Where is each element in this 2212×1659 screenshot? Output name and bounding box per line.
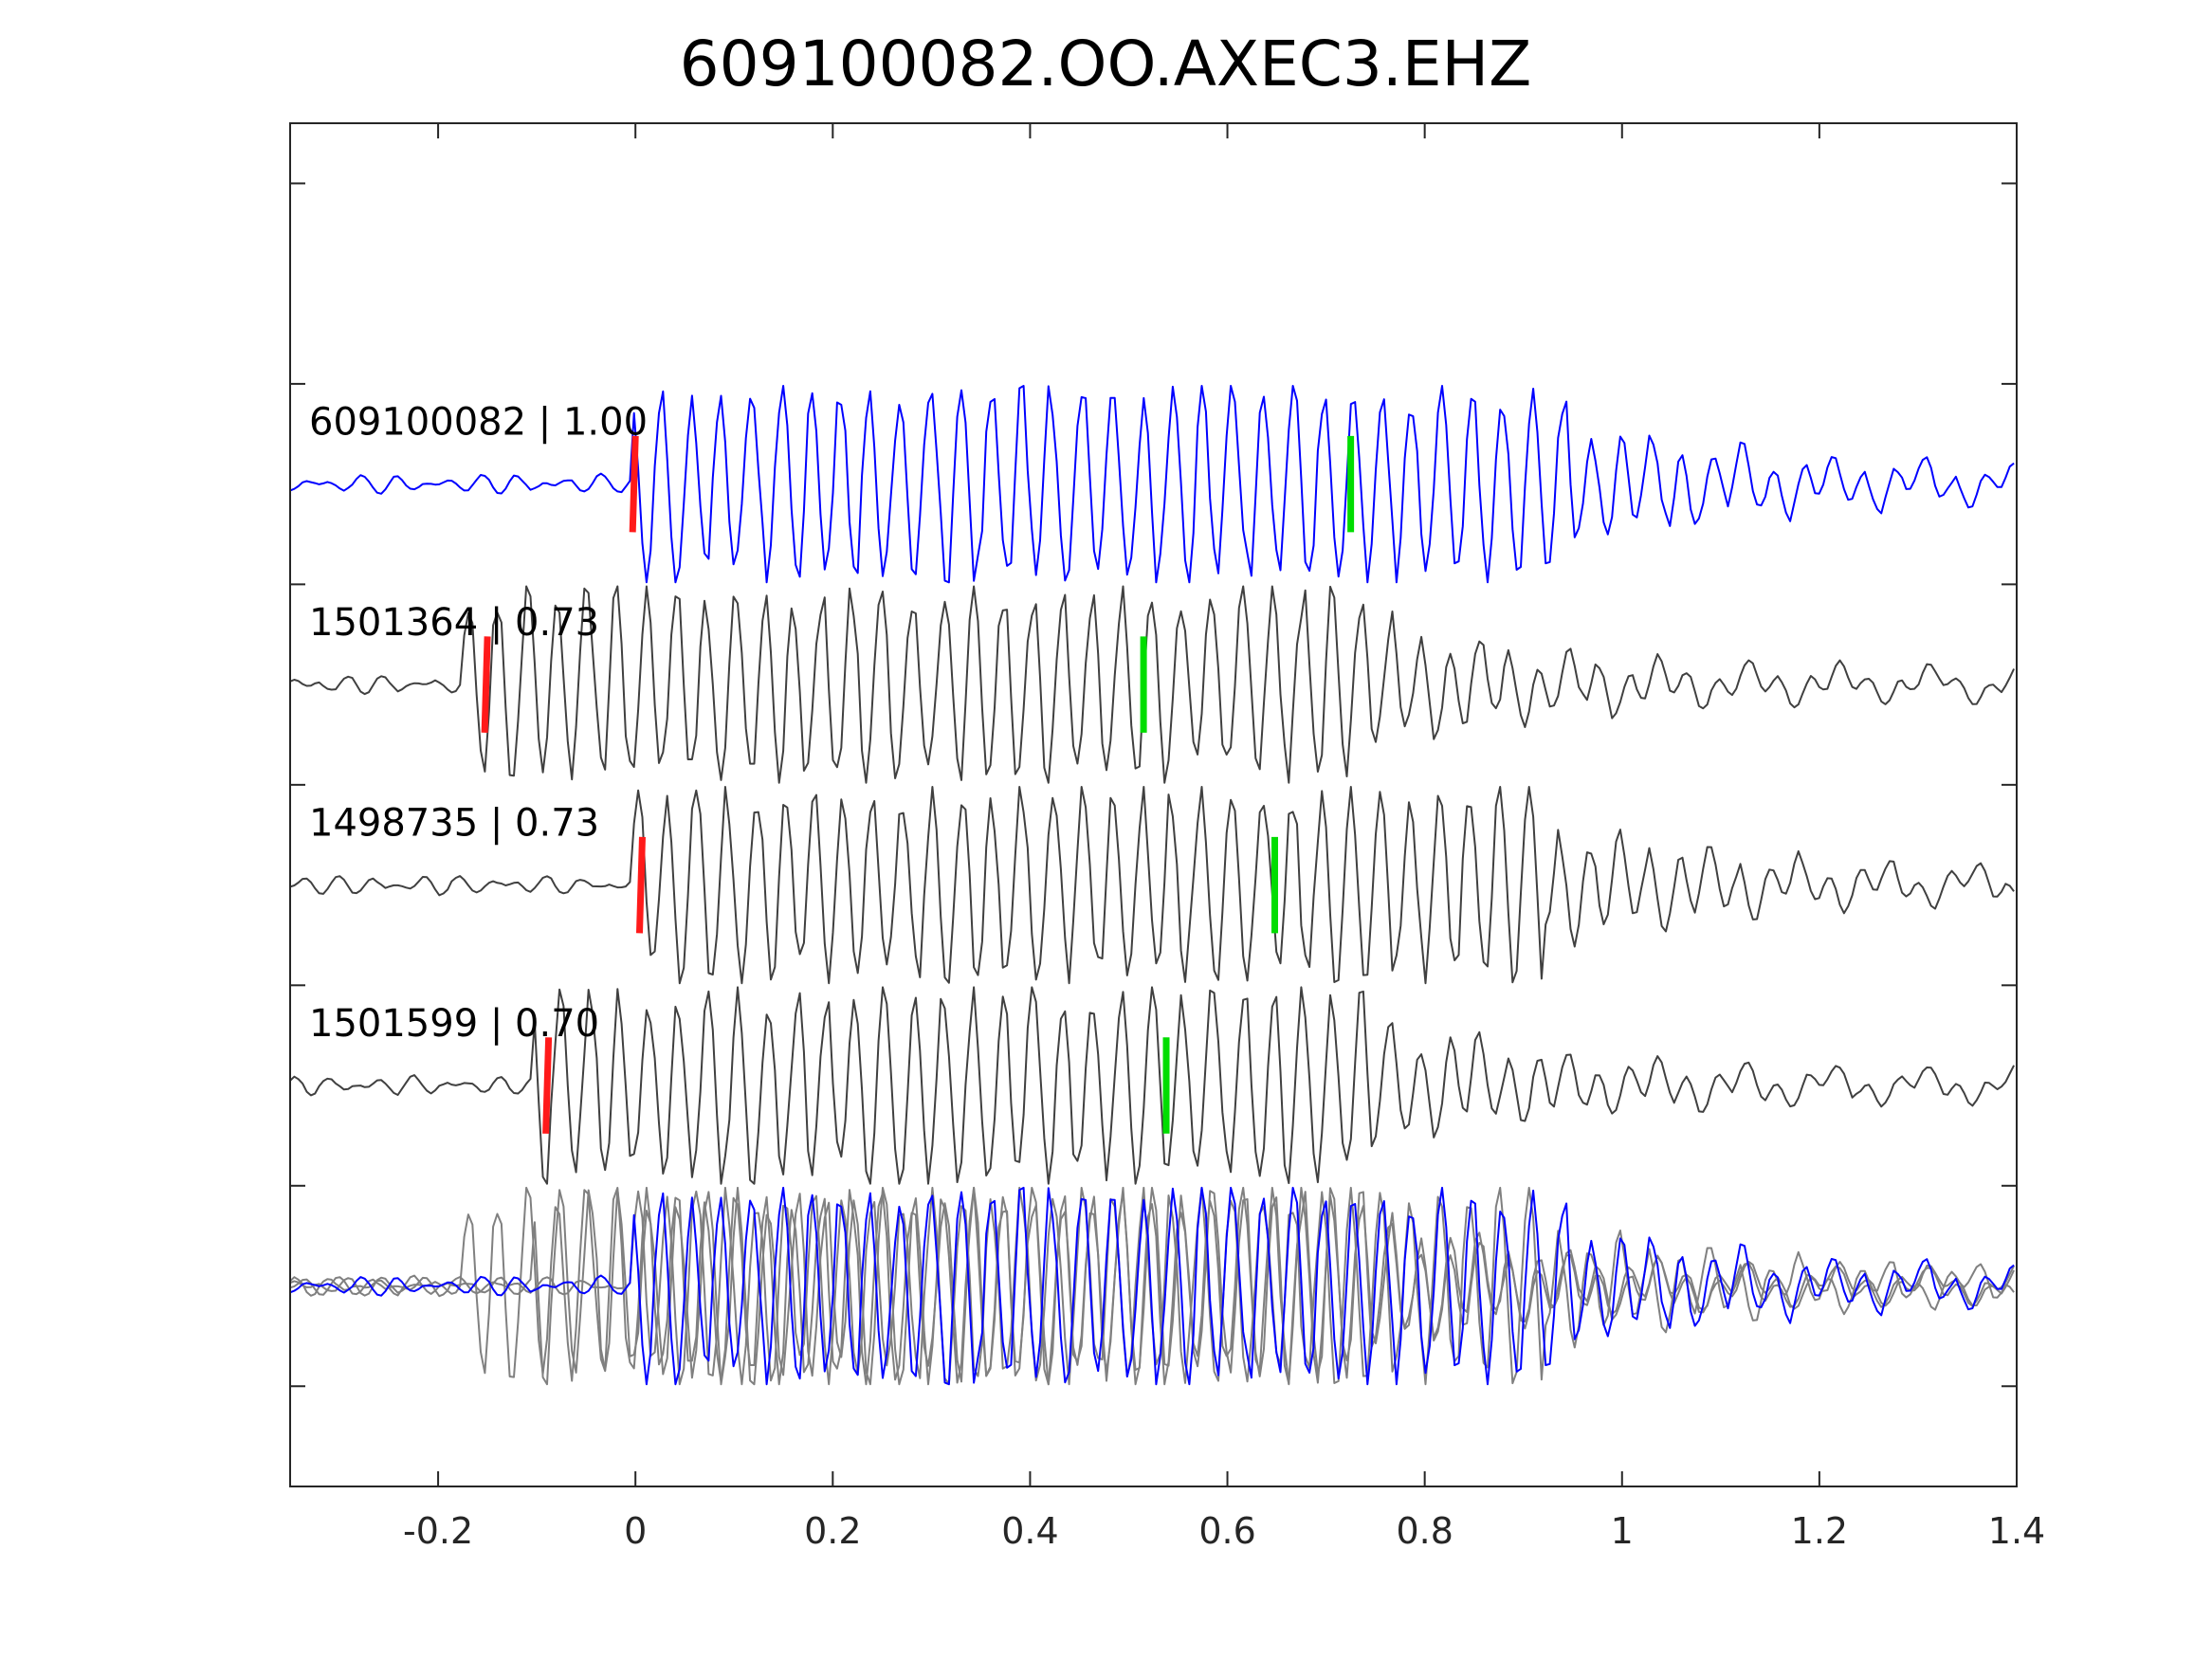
x-tick-label: 0.8 [1396, 1510, 1453, 1552]
pick-layer [481, 435, 1355, 1134]
p-pick-marker [629, 435, 639, 533]
x-tick-label: 1.2 [1791, 1510, 1848, 1552]
x-tick-label: -0.2 [403, 1510, 473, 1552]
trace-layer [289, 385, 2016, 1185]
p-pick-marker [635, 836, 646, 934]
x-tick-label: 1 [1611, 1510, 1634, 1552]
overlay-trace-609100082 [289, 1186, 2015, 1386]
trace-label: 1501364 | 0.73 [309, 601, 599, 645]
trace-1498735 [289, 786, 2015, 985]
trace-label: 1501599 | 0.70 [309, 1002, 599, 1046]
p-pick-marker [481, 636, 491, 733]
trace-label: 609100082 | 1.00 [309, 401, 648, 445]
overlay-trace-1501599 [289, 1186, 2015, 1386]
p-pick-marker [542, 1037, 553, 1134]
overlay-trace-1501364 [289, 1186, 2016, 1386]
trace-609100082 [289, 385, 2015, 584]
plot-frame [289, 122, 2018, 1487]
x-tick-label: 0.4 [1001, 1510, 1058, 1552]
x-tick-label: 0 [624, 1510, 647, 1552]
trace-1501364 [289, 585, 2016, 784]
x-tick-label: 0.6 [1198, 1510, 1255, 1552]
chart-title: 609100082.OO.AXEC3.EHZ [680, 27, 1532, 100]
overlay-layer [289, 1186, 2016, 1386]
x-tick-label: 1.4 [1988, 1510, 2045, 1552]
x-tick-label: 0.2 [804, 1510, 861, 1552]
tick-layer: -0.2 0 0.2 0.4 0.6 0.8 1 1.2 1.4 [290, 123, 2045, 1552]
trace-label: 1498735 | 0.73 [309, 802, 599, 846]
label-layer: 609100082 | 1.00 1501364 | 0.73 1498735 | … [309, 401, 648, 1046]
trace-1501599 [289, 986, 2015, 1185]
